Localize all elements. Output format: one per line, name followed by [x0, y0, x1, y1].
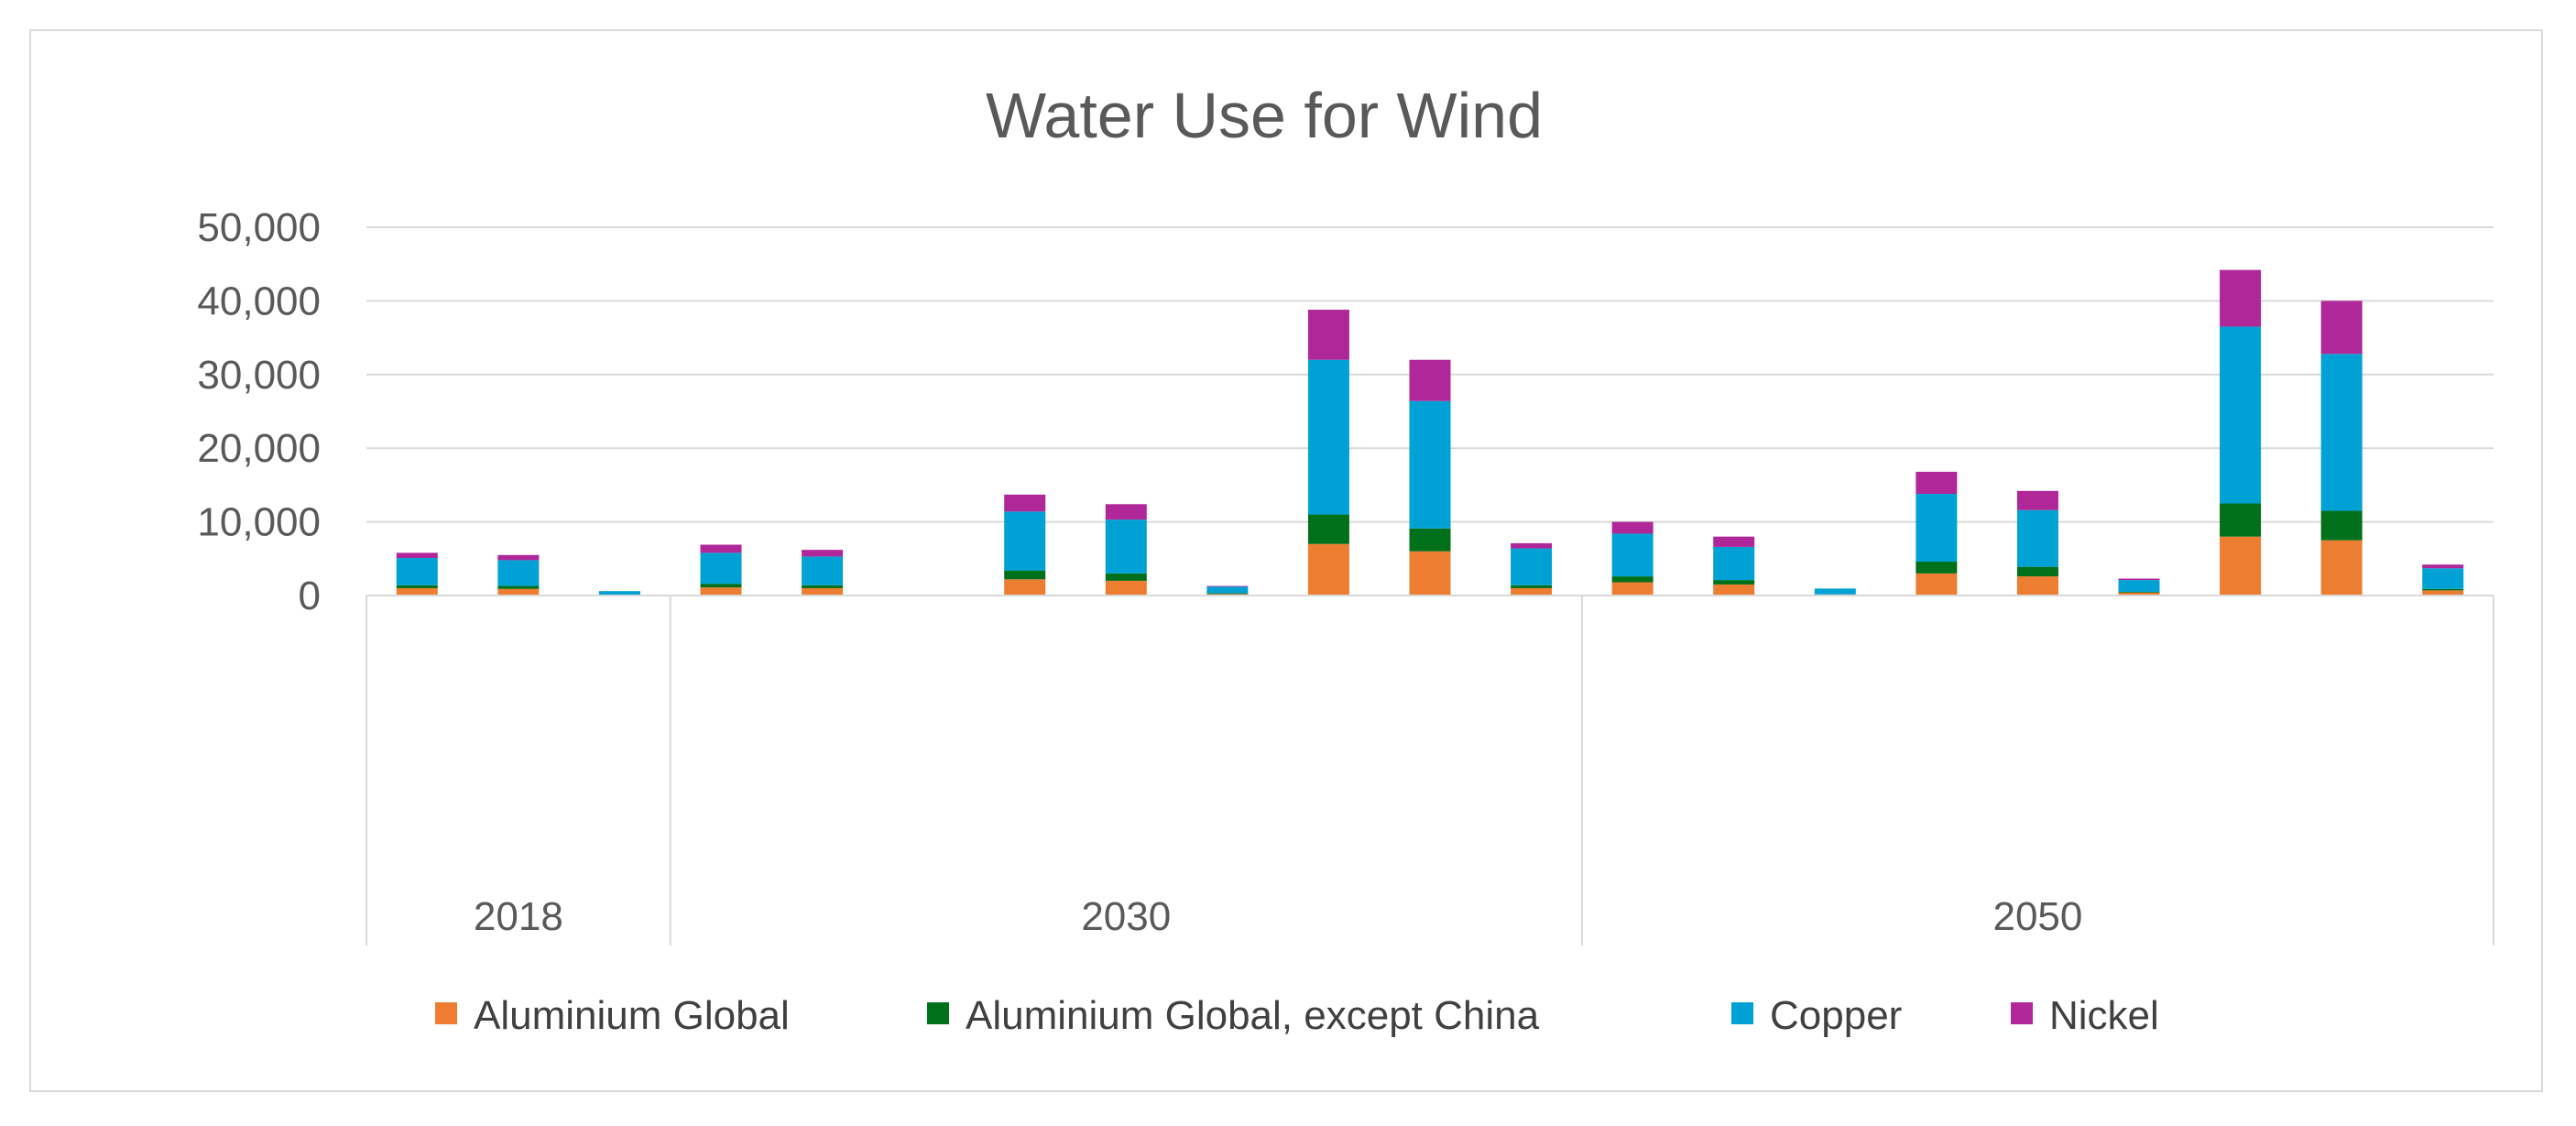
bar-segment-nickel: [1511, 542, 1553, 549]
bar-segment-aluminium-global-except-china: [1307, 514, 1349, 544]
bar-segment-nickel: [1611, 521, 1654, 534]
bar-segment-nickel: [2016, 490, 2058, 510]
bar-segment-nickel: [1004, 494, 1046, 512]
bar-segment-aluminium-global: [1611, 582, 1654, 596]
bar-segment-aluminium-global-except-china: [1916, 562, 1958, 574]
bar-segment-copper: [2118, 580, 2160, 592]
x-axis-groups: 2018 2030 2050: [474, 894, 2082, 939]
bar-segment-aluminium-global: [1713, 584, 1755, 596]
bar-segment-aluminium-global-except-china: [2422, 588, 2464, 591]
legend-swatch: [927, 1002, 949, 1024]
bar-segment-aluminium-global-except-china: [1611, 576, 1654, 583]
axes: [366, 595, 2494, 946]
y-tick-label: 40,000: [197, 279, 321, 323]
bar-segment-nickel: [1307, 310, 1349, 360]
bar-segment-copper: [1814, 588, 1856, 595]
y-tick-label: 0: [299, 574, 321, 618]
bar-segment-aluminium-global-except-china: [1511, 585, 1553, 588]
bar-segment-aluminium-global: [2320, 540, 2363, 596]
bar-segment-nickel: [2422, 564, 2464, 569]
bar-segment-copper: [1511, 548, 1553, 585]
legend-label: Nickel: [2049, 993, 2159, 1038]
chart-title: Water Use for Wind: [986, 80, 1543, 151]
bar-segment-nickel: [1206, 585, 1249, 587]
bar-segment-aluminium-global-except-china: [2118, 591, 2160, 593]
y-tick-label: 10,000: [197, 500, 321, 545]
bar-segment-nickel: [2118, 578, 2160, 581]
bar-segment-aluminium-global: [1409, 551, 1451, 596]
bar-segment-copper: [1307, 359, 1349, 515]
bar-segment-copper: [2220, 326, 2262, 504]
bar-segment-copper: [2422, 568, 2464, 589]
bar-segment-copper: [700, 552, 742, 585]
legend-label: Aluminium Global: [474, 993, 790, 1038]
y-tick-label: 30,000: [197, 353, 321, 398]
bar-segment-aluminium-global-except-china: [1206, 593, 1249, 595]
bar-segment-nickel: [1105, 504, 1147, 520]
bar-segment-copper: [1409, 400, 1451, 529]
bar-segment-copper: [2016, 509, 2058, 567]
bar-segment-copper: [802, 556, 844, 585]
bar-segment-aluminium-global: [1916, 573, 1958, 596]
y-tick-label: 20,000: [197, 426, 321, 471]
bars: [396, 269, 2464, 596]
chart-frame: [29, 29, 2543, 1092]
bar-segment-copper: [1611, 533, 1654, 577]
bar-segment-copper: [1713, 546, 1755, 581]
legend-label: Aluminium Global, except China: [966, 993, 1540, 1038]
bar-segment-aluminium-global: [497, 588, 540, 596]
bar-segment-nickel: [802, 550, 844, 557]
bar-segment-aluminium-global-except-china: [396, 585, 438, 588]
bar-segment-aluminium-global: [1105, 580, 1147, 596]
bar-segment-copper: [1004, 511, 1046, 571]
bar-segment-copper: [2320, 354, 2363, 511]
legend-label: Copper: [1770, 993, 1902, 1038]
bar-segment-nickel: [2220, 269, 2262, 327]
y-axis-ticks: 0 10,000 20,000 30,000 40,000 50,000: [197, 205, 321, 618]
bar-segment-aluminium-global-except-china: [700, 584, 742, 588]
bar-segment-aluminium-global: [1004, 579, 1046, 596]
bar-segment-aluminium-global-except-china: [2320, 510, 2363, 541]
bar-segment-nickel: [700, 544, 742, 553]
y-tick-label: 50,000: [197, 205, 321, 250]
bar-segment-aluminium-global-except-china: [1105, 573, 1147, 581]
bar-segment-aluminium-global: [1307, 543, 1349, 596]
legend-swatch: [435, 1002, 457, 1024]
bar-segment-aluminium-global: [700, 587, 742, 596]
bar-segment-copper: [497, 560, 540, 586]
bar-segment-aluminium-global: [396, 587, 438, 596]
bar-segment-aluminium-global: [2016, 576, 2058, 596]
bar-segment-aluminium-global: [2422, 590, 2464, 596]
legend-swatch: [1731, 1002, 1753, 1024]
bar-segment-aluminium-global-except-china: [1713, 580, 1755, 585]
group-label: 2018: [474, 894, 563, 939]
bar-segment-nickel: [396, 552, 438, 558]
bar-segment-aluminium-global-except-china: [1409, 528, 1451, 552]
bar-segment-nickel: [497, 554, 540, 561]
bar-segment-aluminium-global: [1511, 587, 1553, 596]
bar-segment-copper: [598, 591, 640, 596]
bar-segment-nickel: [2320, 301, 2363, 355]
bar-segment-aluminium-global-except-china: [497, 585, 540, 589]
bar-segment-aluminium-global-except-china: [1004, 570, 1046, 580]
bar-segment-aluminium-global-except-china: [802, 585, 844, 588]
legend: Aluminium Global Aluminium Global, except…: [435, 993, 2159, 1038]
bar-segment-nickel: [1713, 536, 1755, 547]
bar-segment-aluminium-global: [2220, 536, 2262, 596]
legend-swatch: [2011, 1002, 2033, 1024]
bar-segment-nickel: [1409, 359, 1451, 401]
bar-segment-copper: [1916, 494, 1958, 563]
bar-segment-aluminium-global: [2118, 592, 2160, 596]
bar-segment-aluminium-global-except-china: [2016, 566, 2058, 577]
bar-segment-aluminium-global: [802, 587, 844, 596]
bar-segment-copper: [1105, 519, 1147, 574]
group-label: 2030: [1081, 894, 1171, 939]
bar-segment-aluminium-global-except-china: [2220, 503, 2262, 537]
group-label: 2050: [1992, 894, 2082, 939]
bar-segment-copper: [396, 557, 438, 585]
bar-segment-nickel: [1916, 471, 1958, 495]
bar-segment-copper: [1206, 586, 1249, 594]
